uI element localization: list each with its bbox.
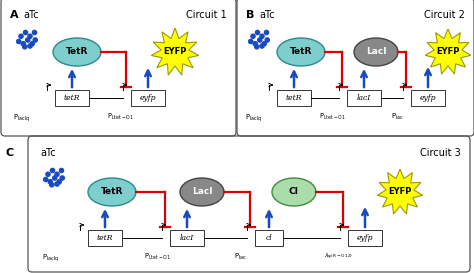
Text: TetR: TetR xyxy=(66,48,88,57)
Text: eyfp: eyfp xyxy=(140,94,156,102)
Circle shape xyxy=(26,38,30,42)
Bar xyxy=(88,230,122,246)
Circle shape xyxy=(55,172,59,176)
Text: tetR: tetR xyxy=(286,94,302,102)
Polygon shape xyxy=(151,28,199,75)
Text: EYFP: EYFP xyxy=(388,188,412,197)
Circle shape xyxy=(23,30,27,35)
Text: CI: CI xyxy=(289,188,299,197)
Text: C: C xyxy=(6,148,14,158)
Circle shape xyxy=(30,42,34,46)
Polygon shape xyxy=(425,29,471,74)
Text: lacI: lacI xyxy=(180,234,194,242)
Circle shape xyxy=(258,38,262,42)
Circle shape xyxy=(249,39,253,44)
Bar xyxy=(411,90,445,106)
Text: EYFP: EYFP xyxy=(436,48,460,57)
Circle shape xyxy=(57,180,61,184)
Circle shape xyxy=(33,38,37,42)
Text: P$_{\mathregular{Ltet-O1}}$: P$_{\mathregular{Ltet-O1}}$ xyxy=(319,112,346,122)
Ellipse shape xyxy=(180,178,224,206)
Text: aTc: aTc xyxy=(40,148,55,158)
Bar xyxy=(348,230,382,246)
Text: P$_{\mathregular{lac}}$: P$_{\mathregular{lac}}$ xyxy=(391,112,404,122)
Bar xyxy=(131,90,165,106)
Circle shape xyxy=(46,172,50,176)
Ellipse shape xyxy=(354,38,398,66)
Polygon shape xyxy=(377,169,423,214)
Text: LacI: LacI xyxy=(191,188,212,197)
Text: P$_{\mathregular{Ltet-O1}}$: P$_{\mathregular{Ltet-O1}}$ xyxy=(107,112,134,122)
Circle shape xyxy=(44,177,48,182)
Text: tetR: tetR xyxy=(64,94,80,102)
Circle shape xyxy=(50,183,54,187)
Bar xyxy=(347,90,381,106)
Text: P$_{\mathregular{lacIq}}$: P$_{\mathregular{lacIq}}$ xyxy=(42,252,59,263)
Circle shape xyxy=(23,45,27,49)
Circle shape xyxy=(264,30,269,35)
Bar xyxy=(255,230,283,246)
Text: $\lambda_{\mathregular{\varphi(R-O12)}}$: $\lambda_{\mathregular{\varphi(R-O12)}}$ xyxy=(324,252,353,262)
Ellipse shape xyxy=(277,38,325,66)
Text: LacI: LacI xyxy=(365,48,386,57)
Circle shape xyxy=(21,42,25,46)
Text: eyfp: eyfp xyxy=(357,234,373,242)
Text: TetR: TetR xyxy=(290,48,312,57)
Circle shape xyxy=(265,38,269,42)
Text: lacI: lacI xyxy=(357,94,371,102)
Bar xyxy=(55,90,89,106)
Circle shape xyxy=(28,34,32,38)
Circle shape xyxy=(260,34,264,38)
Circle shape xyxy=(60,176,64,180)
Text: Circuit 2: Circuit 2 xyxy=(424,10,465,20)
Text: B: B xyxy=(246,10,255,20)
Text: P$_{\mathregular{Ltet-O1}}$: P$_{\mathregular{Ltet-O1}}$ xyxy=(144,252,171,262)
Text: tetR: tetR xyxy=(97,234,113,242)
Circle shape xyxy=(55,182,59,186)
Circle shape xyxy=(255,30,260,35)
Text: Circuit 1: Circuit 1 xyxy=(186,10,227,20)
Text: P$_{\mathregular{lacIq}}$: P$_{\mathregular{lacIq}}$ xyxy=(13,112,30,123)
Text: EYFP: EYFP xyxy=(164,48,187,57)
Text: aTc: aTc xyxy=(23,10,38,20)
Circle shape xyxy=(255,45,259,49)
Text: aTc: aTc xyxy=(259,10,274,20)
Circle shape xyxy=(251,34,255,38)
Circle shape xyxy=(53,176,57,180)
Text: cl: cl xyxy=(265,234,273,242)
Circle shape xyxy=(28,44,32,48)
Circle shape xyxy=(262,42,266,46)
Circle shape xyxy=(260,44,264,48)
Ellipse shape xyxy=(272,178,316,206)
Text: P$_{\mathregular{lac}}$: P$_{\mathregular{lac}}$ xyxy=(234,252,247,262)
Ellipse shape xyxy=(53,38,101,66)
Text: Circuit 3: Circuit 3 xyxy=(420,148,461,158)
Text: TetR: TetR xyxy=(101,188,123,197)
Bar xyxy=(277,90,311,106)
Circle shape xyxy=(253,42,257,46)
Ellipse shape xyxy=(88,178,136,206)
Circle shape xyxy=(19,34,23,38)
Bar xyxy=(170,230,204,246)
Text: A: A xyxy=(10,10,18,20)
Circle shape xyxy=(48,180,52,184)
Circle shape xyxy=(50,168,55,173)
Text: eyfp: eyfp xyxy=(420,94,436,102)
Text: P$_{\mathregular{lacIq}}$: P$_{\mathregular{lacIq}}$ xyxy=(245,112,263,123)
Circle shape xyxy=(17,39,21,44)
Circle shape xyxy=(32,30,36,35)
Circle shape xyxy=(59,168,64,173)
